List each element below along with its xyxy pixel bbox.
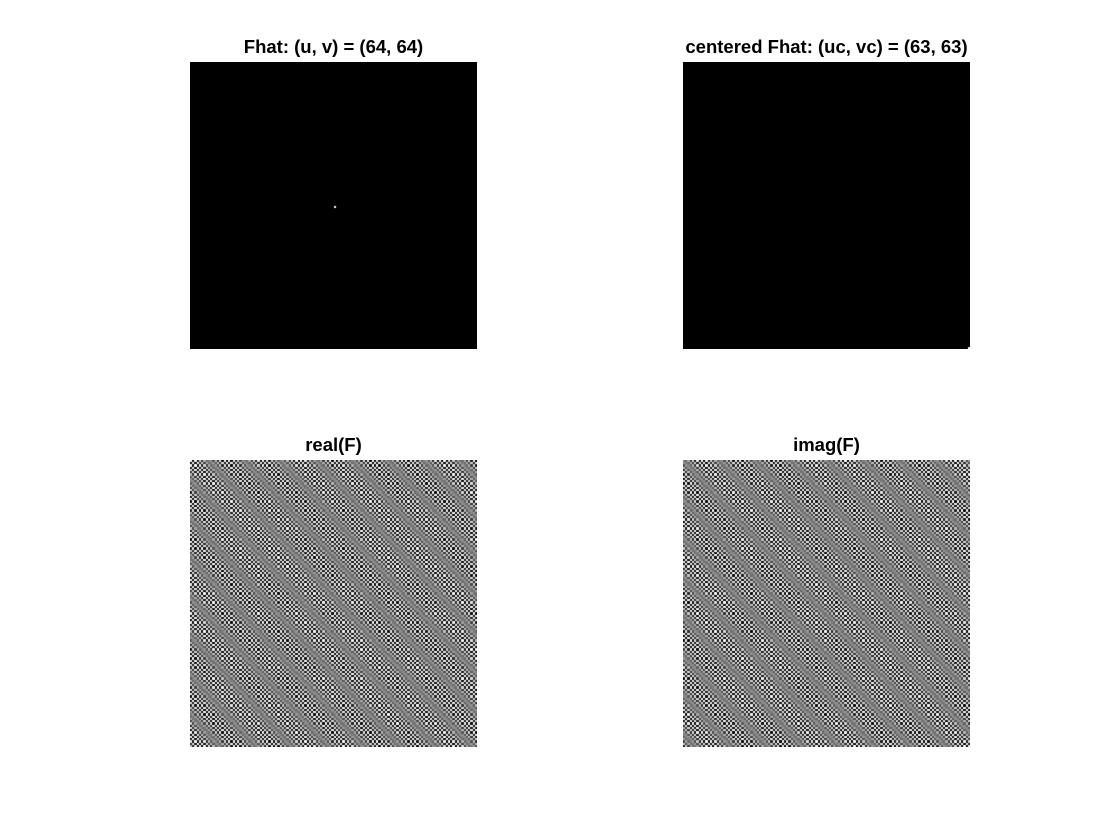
image-imag[interactable] — [683, 460, 970, 747]
subplot-title-real: real(F) — [305, 434, 362, 455]
image-real[interactable] — [190, 460, 477, 747]
subplot-title-centered-fhat: centered Fhat: (uc, vc) = (63, 63) — [685, 36, 968, 57]
subplot-title-imag: imag(F) — [793, 434, 860, 455]
image-fhat[interactable] — [190, 62, 477, 349]
image-centered-fhat[interactable] — [683, 62, 970, 349]
subplot-title-fhat: Fhat: (u, v) = (64, 64) — [243, 36, 424, 57]
